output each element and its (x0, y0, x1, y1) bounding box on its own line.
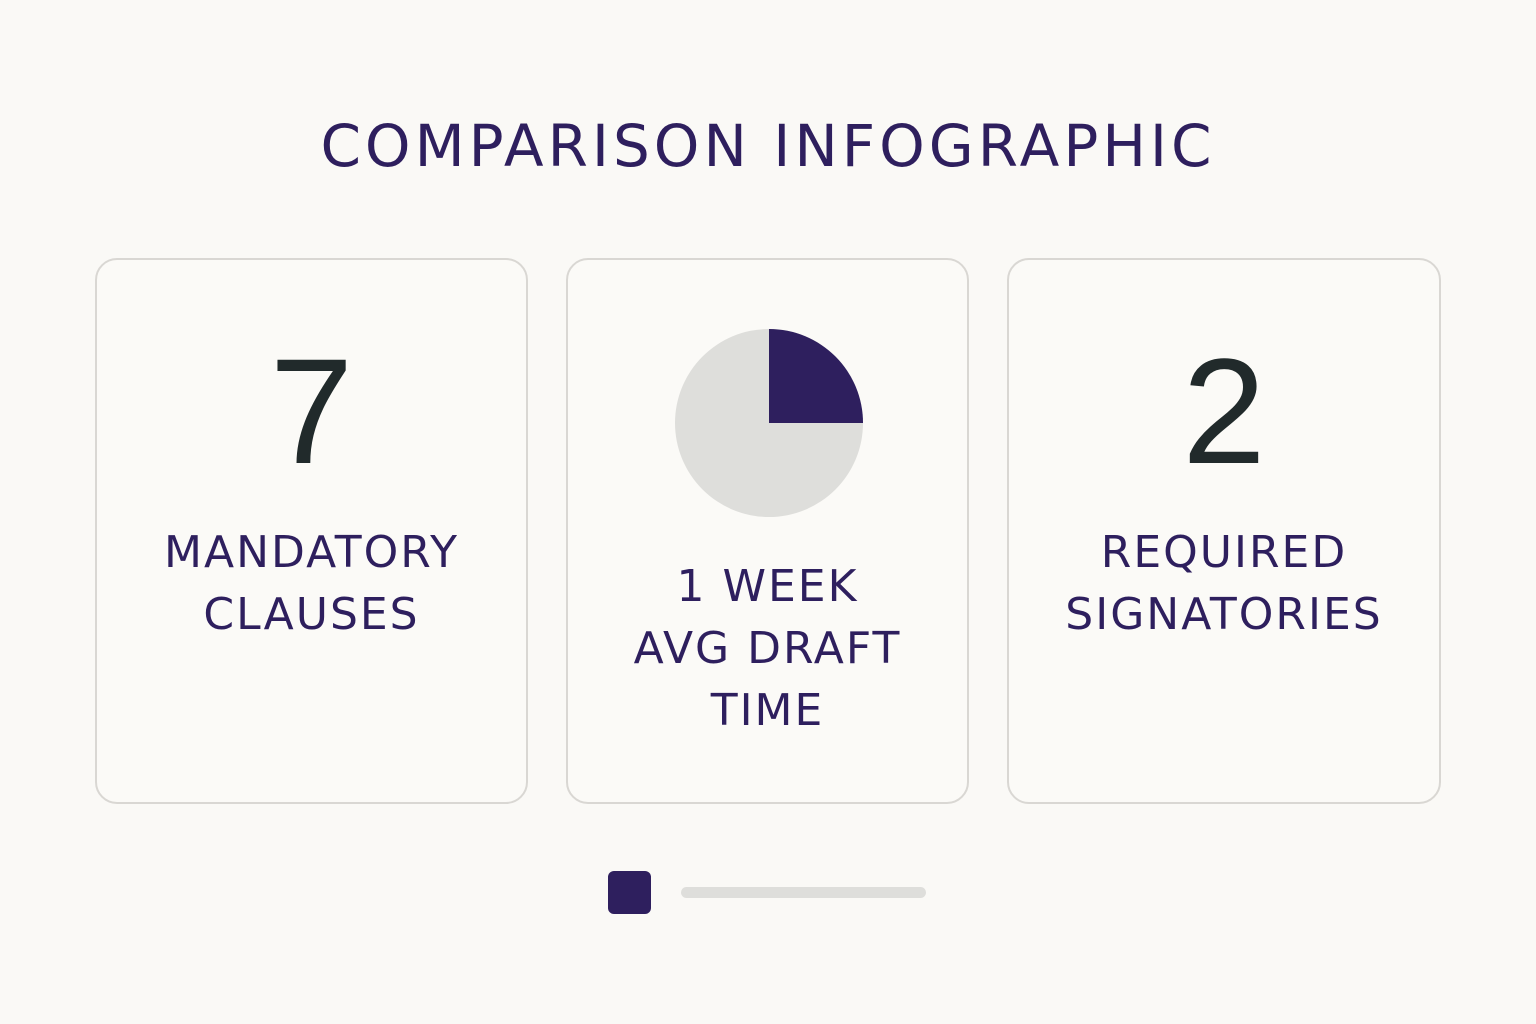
legend-swatch (608, 871, 651, 914)
card-mandatory-clauses: 7 MANDATORY CLAUSES (95, 258, 528, 804)
card-label-line: MANDATORY (164, 527, 459, 578)
card-required-signatories: 2 REQUIRED SIGNATORIES (1007, 258, 1441, 804)
card-label-line: SIGNATORIES (1065, 589, 1383, 640)
card-label-line: AVG DRAFT (633, 623, 902, 674)
card-label-line: REQUIRED (1100, 527, 1348, 578)
page-title: COMPARISON INFOGRAPHIC (320, 112, 1216, 180)
card-value: 7 (269, 327, 354, 495)
card-label-line: CLAUSES (203, 589, 420, 640)
card-label-line: 1 WEEK (676, 561, 859, 612)
legend-bar (681, 887, 926, 898)
card-avg-draft-time: 1 WEEK AVG DRAFT TIME (566, 258, 969, 804)
pie-chart (675, 329, 863, 517)
card-label-line: TIME (710, 685, 825, 736)
card-label: 1 WEEK AVG DRAFT TIME (568, 556, 967, 742)
card-label: MANDATORY CLAUSES (97, 522, 526, 646)
card-label: REQUIRED SIGNATORIES (1009, 522, 1439, 646)
card-value: 2 (1182, 327, 1266, 495)
pie-slice-filled (769, 329, 863, 423)
